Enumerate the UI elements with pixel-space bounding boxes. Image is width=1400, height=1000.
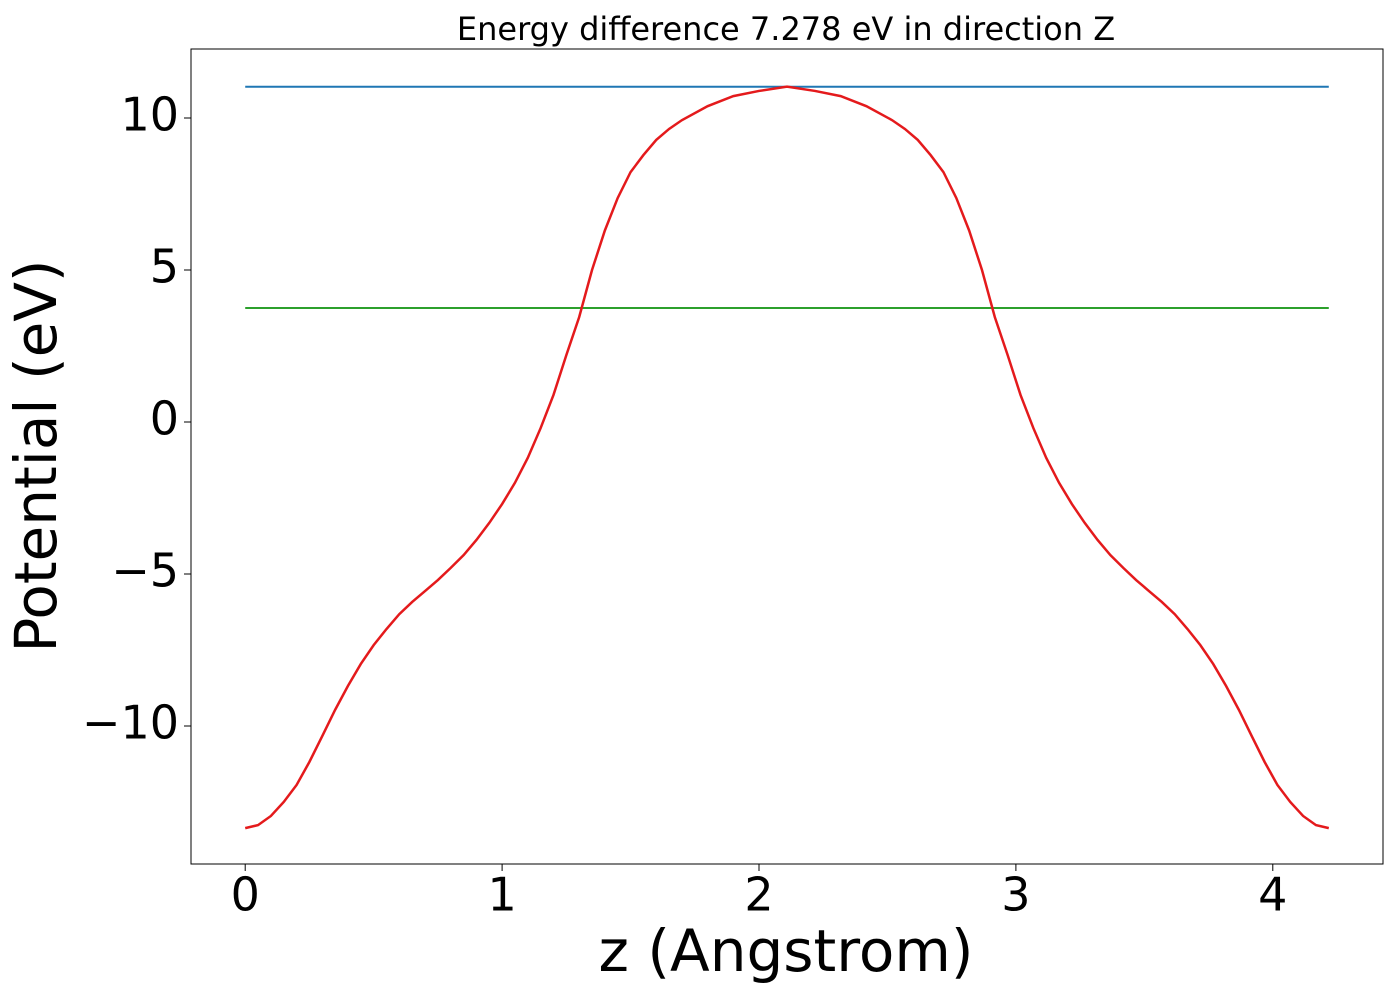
y-tick-label: −5 xyxy=(111,543,179,597)
y-tick-label: 10 xyxy=(120,88,179,142)
line-series xyxy=(244,85,1330,830)
x-tick-label: 3 xyxy=(1001,868,1030,922)
y-tick-label: 5 xyxy=(150,240,179,294)
x-tick-label: 0 xyxy=(231,868,260,922)
x-tick-label: 4 xyxy=(1258,868,1287,922)
y-tick-label: −10 xyxy=(82,695,179,749)
x-tick-label: 1 xyxy=(487,868,516,922)
plot-frame xyxy=(190,48,1384,865)
chart-title: Energy difference 7.278 eV in direction … xyxy=(457,10,1115,48)
x-tick-label: 2 xyxy=(744,868,773,922)
y-axis-label: Potential (eV) xyxy=(2,259,70,652)
x-axis-label: z (Angstrom) xyxy=(599,917,974,985)
y-tick-label: 0 xyxy=(150,391,179,445)
